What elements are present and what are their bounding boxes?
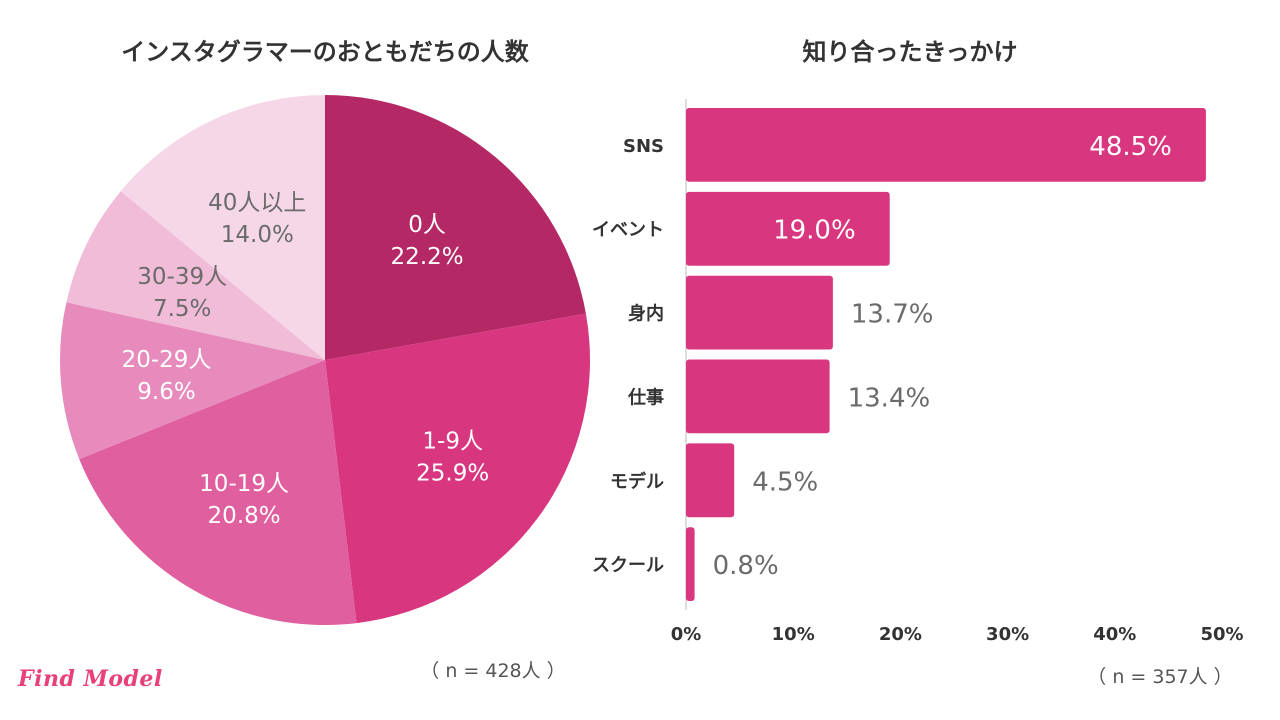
- bar-sample-size-note: （ n = 357人 ）: [1087, 666, 1232, 688]
- pie-slice-category-label: 0人: [408, 212, 446, 238]
- bar: [686, 443, 735, 518]
- pie-slice-value-label: 7.5%: [153, 296, 211, 322]
- bar-value-label: 19.0%: [773, 216, 856, 246]
- pie-slice: [325, 313, 590, 624]
- x-axis-tick-label: 10%: [772, 624, 815, 645]
- pie-slice: [66, 191, 325, 360]
- bar-value-label: 13.4%: [848, 383, 931, 413]
- bar: [686, 108, 1206, 182]
- pie-slice-category-label: 1-9人: [422, 429, 483, 455]
- pie-slice-value-label: 20.8%: [208, 503, 281, 529]
- bar-chart-title: 知り合ったきっかけ: [802, 38, 1017, 66]
- bar-category-label: 仕事: [627, 386, 664, 408]
- bar-value-label: 48.5%: [1089, 132, 1172, 162]
- pie-slice: [120, 95, 325, 360]
- bar: [686, 275, 833, 350]
- bar-category-label: モデル: [610, 470, 664, 492]
- x-axis-tick-label: 0%: [671, 624, 702, 645]
- pie-chart: インスタグラマーのおともだちの人数 0人 22.2% 1-9人 25.9% 10-19人…: [59, 38, 590, 682]
- pie-slices: [59, 95, 590, 625]
- bar: [686, 359, 830, 434]
- bar-chart-tick-labels: 0% 10% 20% 30% 40% 50%: [671, 624, 1244, 645]
- pie-sample-size-note: （ n = 428人 ）: [420, 660, 565, 682]
- bar-chart-bars: [686, 108, 1206, 601]
- bar-value-label: 0.8%: [713, 551, 779, 581]
- bar: [686, 191, 890, 266]
- x-axis-tick-label: 30%: [986, 624, 1029, 645]
- pie-chart-title: インスタグラマーのおともだちの人数: [121, 38, 530, 66]
- bar: [686, 527, 695, 601]
- pie-slice-category-label: 30-39人: [137, 264, 227, 290]
- pie-slice: [325, 95, 586, 360]
- bar-category-label: SNS: [623, 136, 664, 157]
- find-model-logo: Find Model: [18, 666, 163, 692]
- pie-slice-value-label: 9.6%: [137, 379, 195, 405]
- x-axis-tick-label: 40%: [1093, 624, 1136, 645]
- pie-slice-value-label: 25.9%: [416, 461, 489, 487]
- pie-slice-value-label: 22.2%: [391, 244, 464, 270]
- pie-labels: 0人 22.2% 1-9人 25.9% 10-19人 20.8% 20-29人 9.6% 30-…: [122, 190, 490, 529]
- bar-category-label: イベント: [592, 220, 664, 241]
- x-axis-tick-label: 20%: [879, 624, 922, 645]
- pie-slice-value-label: 14.0%: [221, 222, 294, 248]
- pie-slice-category-label: 10-19人: [199, 471, 289, 497]
- bar-category-label: 身内: [628, 303, 664, 325]
- pie-slice-category-label: 40人以上: [208, 190, 306, 216]
- bar-category-label: スクール: [592, 555, 664, 576]
- pie-slice-category-label: 20-29人: [122, 347, 212, 373]
- pie-slice: [79, 360, 357, 625]
- bar-chart-value-labels: 48.5% 19.0% 13.7% 13.4% 4.5% 0.8%: [713, 132, 1172, 581]
- bar-value-label: 13.7%: [851, 300, 934, 330]
- bar-value-label: 4.5%: [752, 467, 818, 497]
- pie-slice: [59, 302, 325, 460]
- x-axis-tick-label: 50%: [1200, 624, 1243, 645]
